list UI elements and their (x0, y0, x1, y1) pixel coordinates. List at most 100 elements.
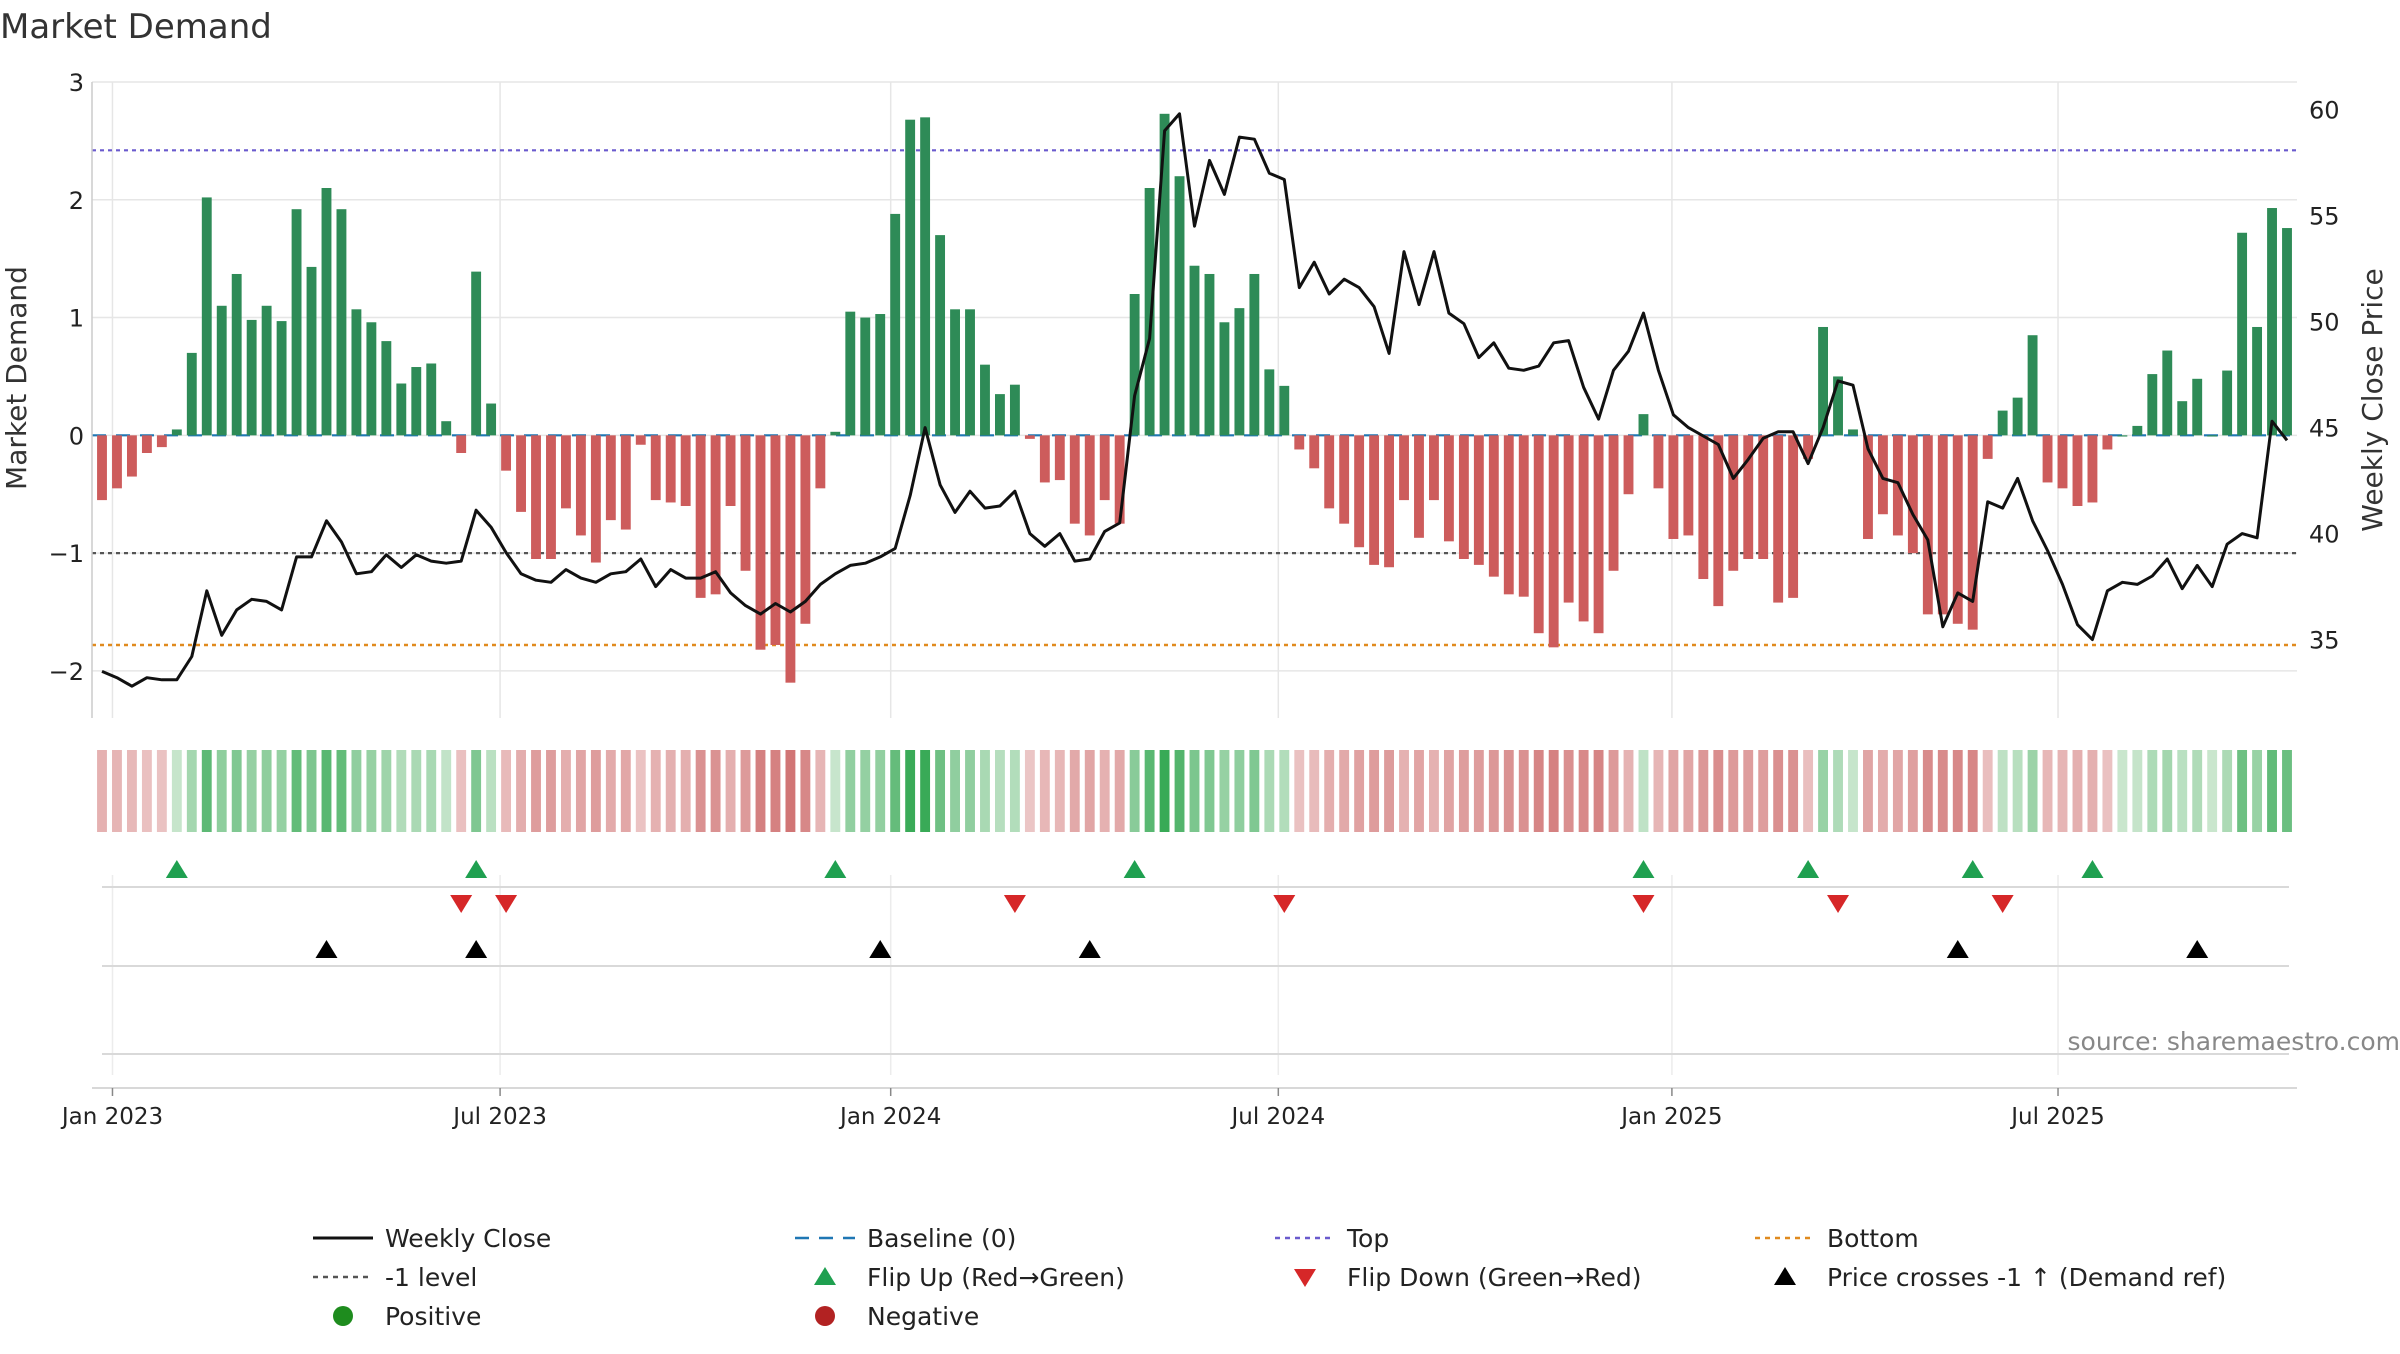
demand-bar (411, 367, 421, 435)
demand-bar (980, 365, 990, 436)
demand-bar (1190, 266, 1200, 436)
demand-bar (2013, 398, 2023, 436)
demand-bar (337, 209, 347, 435)
legend-item: Flip Down (Green→Red) (1294, 1263, 1642, 1292)
demand-bar (441, 421, 451, 435)
heat-strip-cell (1968, 750, 1978, 832)
demand-bar (1414, 435, 1424, 537)
demand-bar (1998, 411, 2008, 436)
demand-bar (351, 309, 361, 435)
demand-bar (771, 435, 781, 645)
price-cross-marker (869, 940, 891, 958)
demand-bar (396, 384, 406, 436)
demand-bar (2147, 374, 2157, 435)
heat-strip-cell (1190, 750, 1200, 832)
heat-strip-cell (426, 750, 436, 832)
demand-bar (651, 435, 661, 500)
heat-strip-cell (1803, 750, 1813, 832)
x-tick-label: Jan 2023 (60, 1104, 163, 1130)
legend-swatch-triangle (1774, 1267, 1796, 1285)
heat-strip-cell (2117, 750, 2127, 832)
demand-bar (935, 235, 945, 435)
demand-bar (2222, 371, 2232, 436)
heat-strip-cell (741, 750, 751, 832)
x-tick-label: Jan 2025 (1619, 1104, 1722, 1130)
y-tick-left-label: 0 (69, 422, 84, 450)
demand-bar (232, 274, 242, 435)
y-tick-right-label: 35 (2309, 627, 2340, 655)
heat-strip-cell (217, 750, 227, 832)
heat-strip-cell (247, 750, 257, 832)
heat-strip-cell (2222, 750, 2232, 832)
legend-label: Flip Down (Green→Red) (1347, 1263, 1642, 1292)
heat-strip-cell (1324, 750, 1334, 832)
heat-strip (97, 750, 2292, 832)
flip-up-marker (166, 860, 188, 878)
heat-strip-cell (1010, 750, 1020, 832)
legend-item: -1 level (313, 1263, 477, 1292)
demand-bar (97, 435, 107, 500)
heat-strip-cell (142, 750, 152, 832)
demand-bar (157, 435, 167, 447)
heat-strip-cell (262, 750, 272, 832)
legend-swatch-triangle (1294, 1269, 1316, 1287)
flip-down-marker (450, 895, 472, 913)
demand-bar (1249, 274, 1259, 435)
legend-item: Baseline (0) (795, 1224, 1016, 1253)
flip-down-marker (1632, 895, 1654, 913)
heat-strip-cell (277, 750, 287, 832)
flip-up-marker (824, 860, 846, 878)
y-tick-left-label: −1 (49, 540, 84, 568)
heat-strip-cell (2132, 750, 2142, 832)
heat-strip-cell (576, 750, 586, 832)
demand-bar (1624, 435, 1634, 494)
heat-strip-cell (1848, 750, 1858, 832)
demand-bar (1444, 435, 1454, 541)
demand-bar (202, 197, 212, 435)
heat-strip-cell (591, 750, 601, 832)
heat-strip-cell (815, 750, 825, 832)
demand-bar (1594, 435, 1604, 633)
heat-strip-cell (2267, 750, 2277, 832)
demand-bar (666, 435, 676, 502)
heat-strip-cell (1489, 750, 1499, 832)
heat-strip-cell (1070, 750, 1080, 832)
price-cross-marker (465, 940, 487, 958)
flip-down-marker (1827, 895, 1849, 913)
demand-bar (2237, 233, 2247, 436)
demand-bar (172, 429, 182, 435)
flip-up-marker (1797, 860, 1819, 878)
heat-strip-cell (381, 750, 391, 832)
legend-label: Top (1346, 1224, 1389, 1253)
heat-strip-cell (561, 750, 571, 832)
heat-strip-cell (2207, 750, 2217, 832)
heat-strip-cell (2073, 750, 2083, 832)
demand-bar (381, 341, 391, 435)
demand-bar (1234, 308, 1244, 435)
demand-bar (1085, 435, 1095, 535)
demand-bar (531, 435, 541, 559)
heat-strip-cell (127, 750, 137, 832)
demand-bar (456, 435, 466, 453)
heat-strip-cell (1414, 750, 1424, 832)
heat-strip-cell (1893, 750, 1903, 832)
heat-strip-cell (292, 750, 302, 832)
heat-strip-cell (1249, 750, 1259, 832)
demand-bar (1459, 435, 1469, 559)
heat-strip-cell (2192, 750, 2202, 832)
heat-strip-cell (546, 750, 556, 832)
demand-bar (1040, 435, 1050, 482)
heat-strip-cell (771, 750, 781, 832)
heat-strip-cell (651, 750, 661, 832)
legend-item: Flip Up (Red→Green) (814, 1263, 1125, 1292)
demand-bar (815, 435, 825, 488)
heat-strip-cell (2147, 750, 2157, 832)
heat-strip-cell (516, 750, 526, 832)
demand-bar (546, 435, 556, 559)
heat-strip-cell (2058, 750, 2068, 832)
demand-bar (1938, 435, 1948, 614)
y-tick-left-label: −2 (49, 658, 84, 686)
demand-bar (860, 318, 870, 436)
y-tick-left-label: 3 (69, 69, 84, 97)
